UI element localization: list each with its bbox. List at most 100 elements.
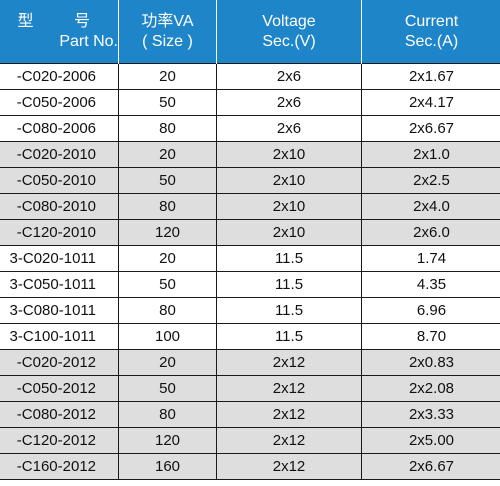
header-part-no: 型 号 Part No. <box>0 0 119 64</box>
current-cell-text: 2x6.67 <box>408 120 455 137</box>
table-row: -C020-2006 20 2x6 2x1.67 <box>0 63 500 90</box>
part-no-cell: -C120-2012 <box>0 427 119 454</box>
table-row: -C020-2010 20 2x10 2x1.0 <box>0 141 500 168</box>
power-cell: 50 <box>118 167 217 194</box>
header-row: 型 号 Part No. 功率VA ( Size ) Voltage Sec.(… <box>0 0 500 64</box>
part-no-cell: -C020-2012 <box>0 349 119 376</box>
current-cell-text: 6.96 <box>416 302 447 319</box>
part-no-cell: 3-C020-1011 <box>0 245 119 272</box>
power-cell: 80 <box>118 297 217 324</box>
voltage-cell-text: 2x6 <box>276 68 302 85</box>
current-cell-text: 4.35 <box>416 276 447 293</box>
current-cell: 8.70 <box>361 323 500 350</box>
current-cell: 6.96 <box>361 297 500 324</box>
power-cell: 50 <box>118 89 217 116</box>
current-cell: 2x2.08 <box>361 375 500 402</box>
power-cell-text: 20 <box>159 146 176 163</box>
part-no-cell: -C050-2010 <box>0 167 119 194</box>
current-cell-text: 2x6.67 <box>408 458 455 475</box>
power-cell-text: 20 <box>159 354 176 371</box>
voltage-cell-text: 2x12 <box>272 354 306 371</box>
power-cell-text: 80 <box>159 120 176 137</box>
power-cell: 20 <box>118 141 217 168</box>
table-body: -C020-2006 20 2x6 2x1.67 -C050-2006 50 2x6 2x4.… <box>0 63 500 480</box>
current-cell-text: 2x2.5 <box>413 172 450 189</box>
header-voltage-line2: Sec.(V) <box>262 32 316 50</box>
power-cell-text: 100 <box>154 328 181 345</box>
power-cell: 80 <box>118 115 217 142</box>
voltage-cell-text: 2x10 <box>272 146 306 163</box>
power-cell: 80 <box>118 401 217 428</box>
table-row: 3-C020-1011 20 11.5 1.74 <box>0 245 500 272</box>
table-row: 3-C050-1011 50 11.5 4.35 <box>0 271 500 298</box>
table-row: -C080-2012 80 2x12 2x3.33 <box>0 401 500 428</box>
current-cell: 2x4.17 <box>361 89 500 116</box>
part-no-cell-text: -C120-2010 <box>16 224 96 241</box>
header-power: 功率VA ( Size ) <box>118 0 217 64</box>
current-cell: 4.35 <box>361 271 500 298</box>
current-cell-text: 8.70 <box>416 328 447 345</box>
power-cell: 20 <box>118 63 217 90</box>
power-cell-text: 50 <box>159 380 176 397</box>
power-cell: 20 <box>118 349 217 376</box>
voltage-cell: 2x6 <box>216 115 362 142</box>
voltage-cell-text: 2x10 <box>272 224 306 241</box>
power-cell: 20 <box>118 245 217 272</box>
part-no-cell: -C020-2010 <box>0 141 119 168</box>
voltage-cell-text: 2x6 <box>276 120 302 137</box>
voltage-cell-text: 2x12 <box>272 380 306 397</box>
voltage-cell: 2x12 <box>216 401 362 428</box>
header-voltage: Voltage Sec.(V) <box>216 0 362 64</box>
part-no-cell: -C050-2012 <box>0 375 119 402</box>
current-cell: 2x4.0 <box>361 193 500 220</box>
part-no-cell: -C080-2010 <box>0 193 119 220</box>
part-no-cell: -C120-2010 <box>0 219 119 246</box>
part-no-cell-text: -C080-2012 <box>16 406 96 423</box>
power-cell-text: 20 <box>159 68 176 85</box>
part-no-cell-text: -C080-2010 <box>16 198 96 215</box>
current-cell: 2x2.5 <box>361 167 500 194</box>
table-row: 3-C080-1011 80 11.5 6.96 <box>0 297 500 324</box>
power-cell: 120 <box>118 427 217 454</box>
part-no-cell-text: -C020-2012 <box>16 354 96 371</box>
header-current-line1: Current <box>404 12 459 30</box>
part-no-cell-text: 3-C020-1011 <box>9 250 96 267</box>
part-no-cell: 3-C050-1011 <box>0 271 119 298</box>
current-cell-text: 1.74 <box>416 250 447 267</box>
part-no-cell: -C050-2006 <box>0 89 119 116</box>
power-cell: 120 <box>118 219 217 246</box>
power-cell-text: 50 <box>159 94 176 111</box>
voltage-cell-text: 2x10 <box>272 198 306 215</box>
voltage-cell: 11.5 <box>216 245 362 272</box>
header-part-no-en: Part No. <box>59 32 118 50</box>
table-row: -C050-2012 50 2x12 2x2.08 <box>0 375 500 402</box>
voltage-cell: 11.5 <box>216 323 362 350</box>
voltage-cell: 2x10 <box>216 193 362 220</box>
part-no-cell-text: -C160-2012 <box>16 458 96 475</box>
power-cell: 100 <box>118 323 217 350</box>
power-cell-text: 50 <box>159 172 176 189</box>
voltage-cell-text: 11.5 <box>274 250 304 267</box>
power-cell: 160 <box>118 453 217 480</box>
table-row: -C080-2010 80 2x10 2x4.0 <box>0 193 500 220</box>
table-row: -C050-2010 50 2x10 2x2.5 <box>0 167 500 194</box>
part-no-cell-text: -C080-2006 <box>16 120 96 137</box>
voltage-cell-text: 2x12 <box>272 458 306 475</box>
voltage-cell: 2x6 <box>216 89 362 116</box>
voltage-cell: 2x10 <box>216 219 362 246</box>
header-power-en: ( Size ) <box>142 32 193 50</box>
part-no-cell-text: -C050-2006 <box>16 94 96 111</box>
part-no-cell-text: 3-C050-1011 <box>9 276 96 293</box>
part-no-cell-text: -C020-2006 <box>16 68 96 85</box>
part-no-cell: 3-C080-1011 <box>0 297 119 324</box>
voltage-cell: 2x12 <box>216 349 362 376</box>
voltage-cell-text: 11.5 <box>274 276 304 293</box>
power-cell-text: 80 <box>159 406 176 423</box>
current-cell-text: 2x1.0 <box>413 146 450 163</box>
power-cell-text: 120 <box>154 224 181 241</box>
voltage-cell: 2x12 <box>216 427 362 454</box>
voltage-cell-text: 2x12 <box>272 432 306 449</box>
current-cell-text: 2x1.67 <box>408 68 455 85</box>
table-row: -C160-2012 160 2x12 2x6.67 <box>0 453 500 480</box>
